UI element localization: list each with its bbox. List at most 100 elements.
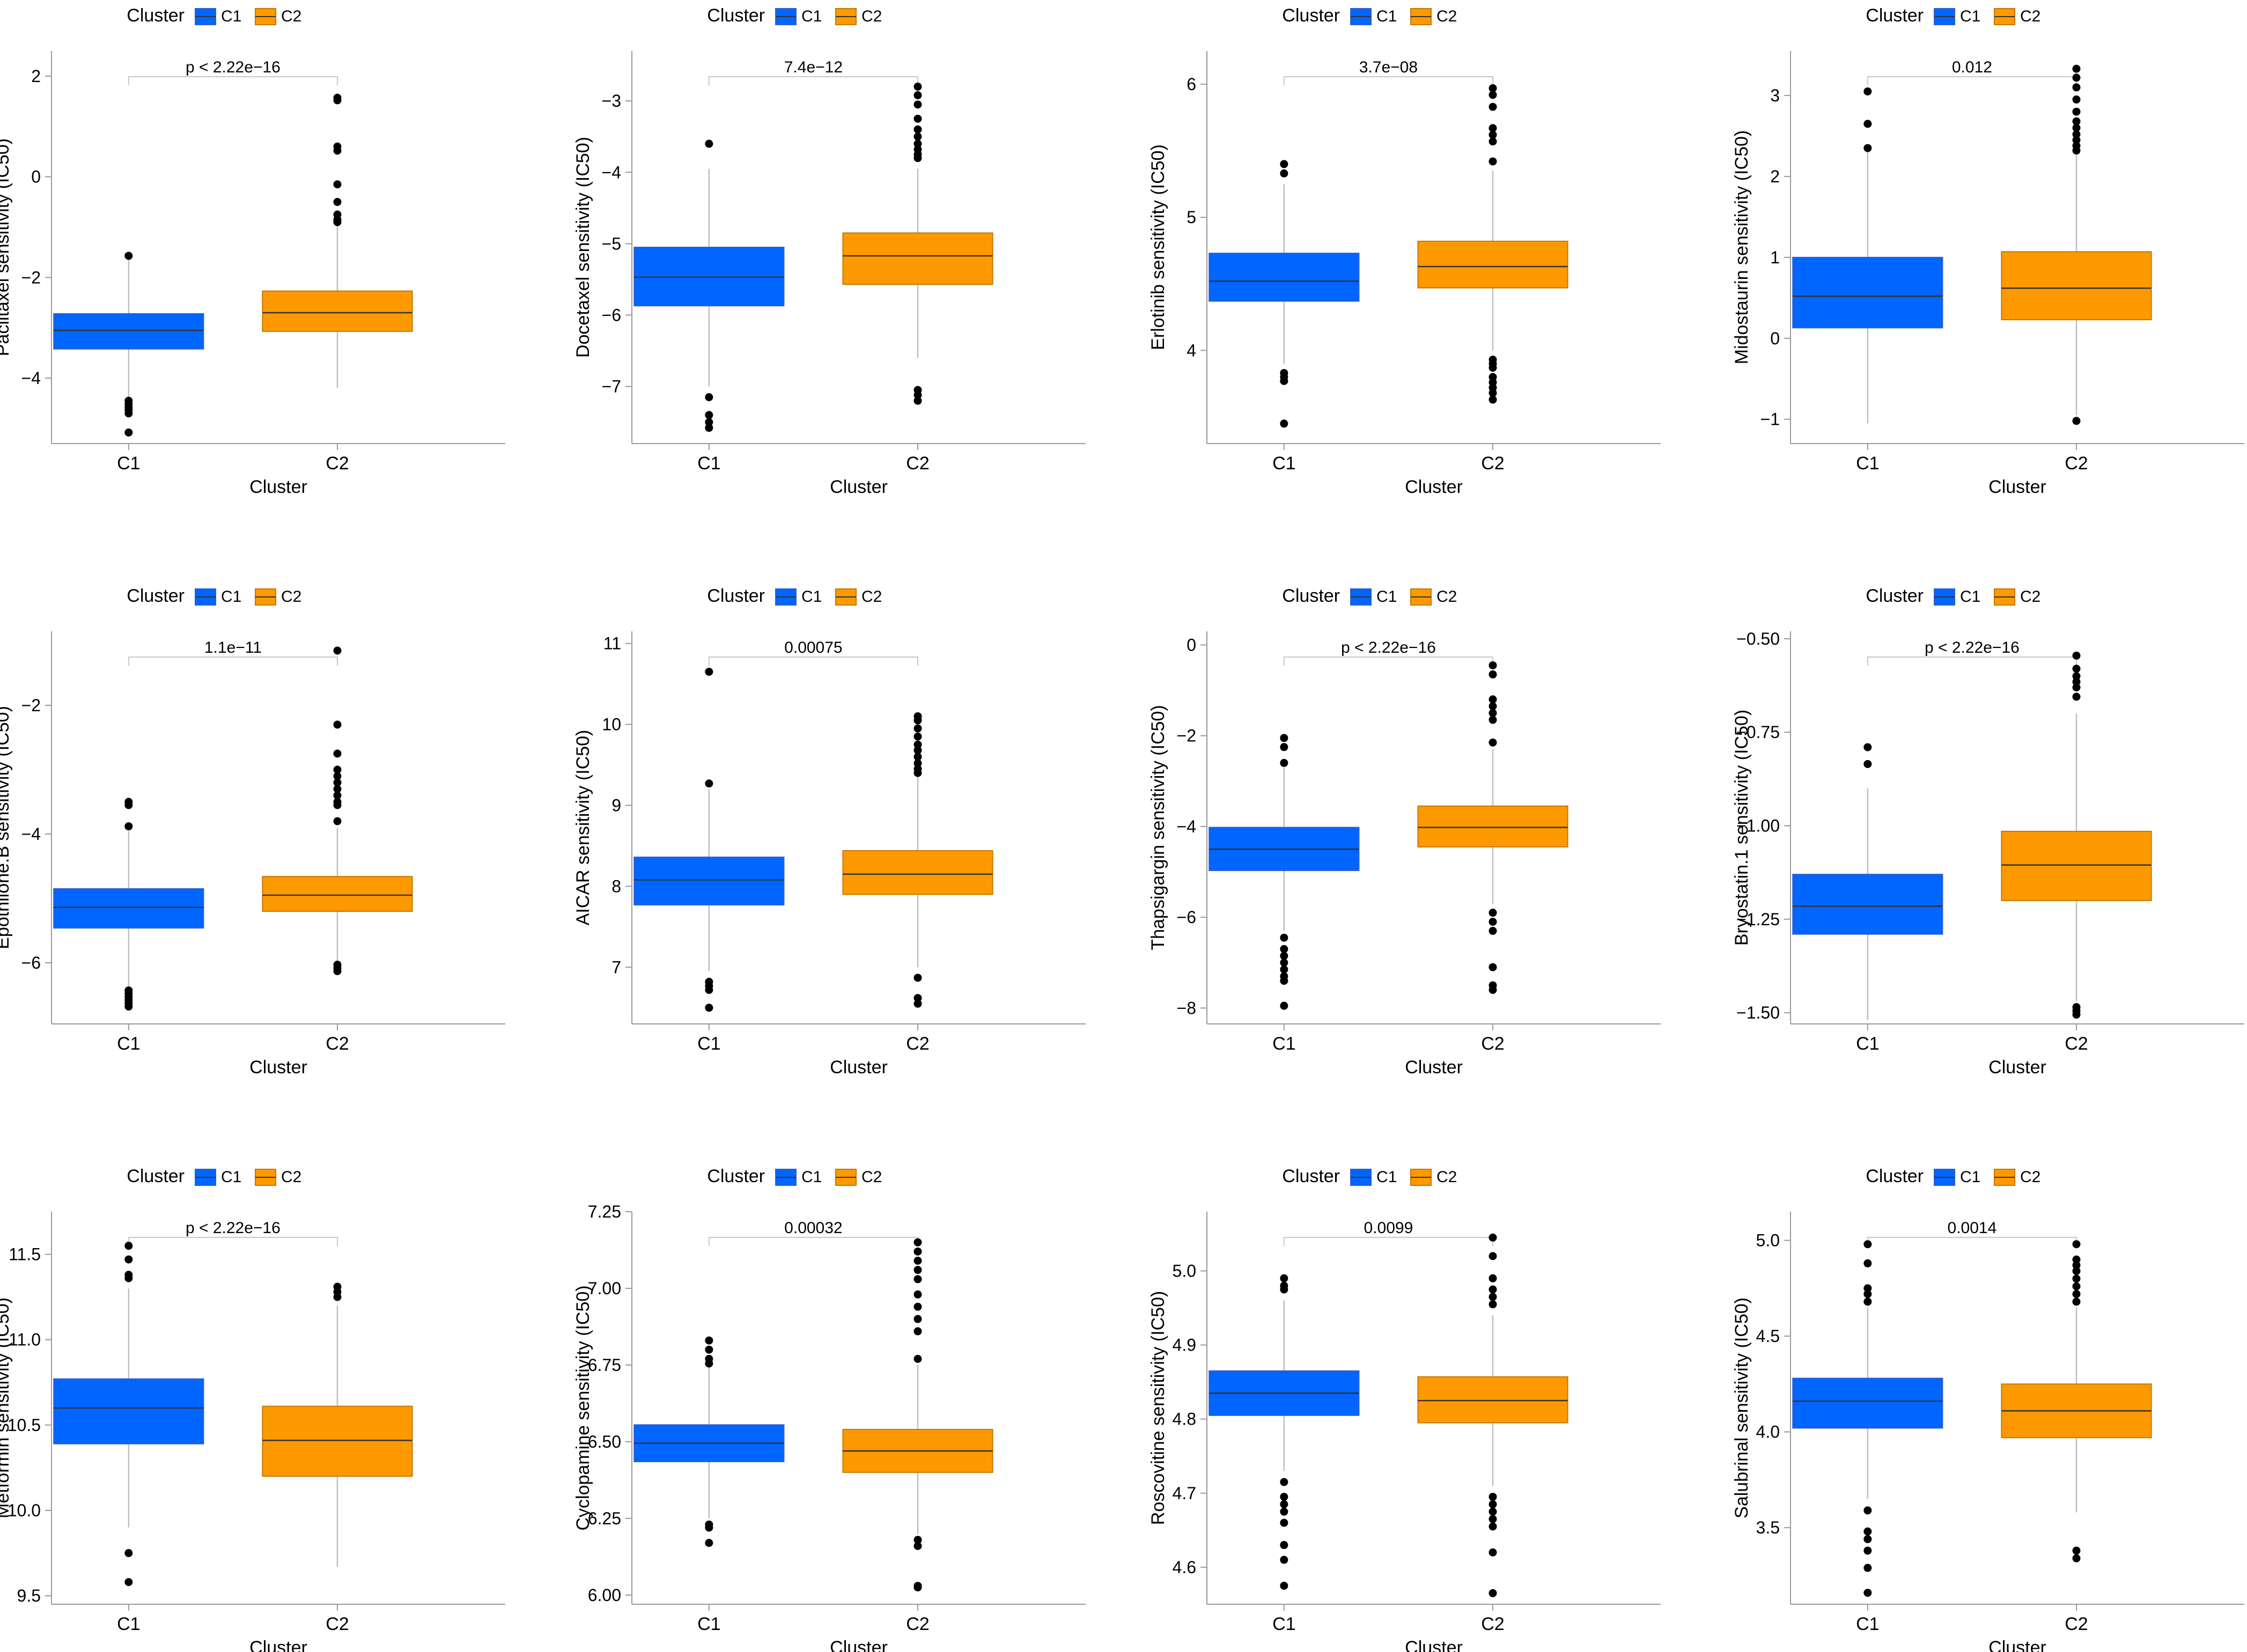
y-tick-label: 4.5 [1756, 1326, 1780, 1346]
outlier-point [1489, 918, 1497, 926]
outlier-point [1489, 963, 1497, 971]
p-value-label: p < 2.22e−16 [1925, 639, 2020, 657]
outlier-point [913, 753, 922, 761]
y-tick-label: 4.7 [1173, 1484, 1196, 1503]
outlier-point [705, 424, 713, 432]
y-tick-label: 7 [612, 957, 621, 977]
legend-key-c1 [1350, 588, 1372, 606]
p-value-label: 0.012 [1952, 58, 1992, 76]
outlier-point [705, 139, 713, 148]
outlier-point [1489, 1589, 1497, 1597]
y-axis-title: Cyclopamine sensitivity (IC50) [573, 1285, 593, 1530]
legend-title: Cluster [1282, 586, 1340, 606]
significance-bracket [1867, 657, 2077, 666]
outlier-point [913, 114, 922, 123]
outlier-point [1280, 169, 1288, 178]
box-c1 [633, 139, 785, 432]
outlier-point [1489, 364, 1497, 372]
legend-label-c2: C2 [861, 1168, 882, 1186]
outlier-point [1489, 661, 1497, 669]
y-tick-label: 0 [1187, 635, 1196, 654]
outlier-point [1489, 130, 1497, 139]
panel-cyclopamine: Cluster C1 C2 6.00 6.25 6.50 6.75 7.00 7.25 C1 C2 C… [573, 1166, 1086, 1652]
outlier-point [2072, 95, 2081, 104]
outlier-point [333, 1293, 342, 1301]
significance-bracket [1867, 1237, 2077, 1246]
y-tick-label: −2 [1177, 726, 1196, 746]
y-tick-label: 2 [1770, 167, 1780, 186]
y-axis-title: Paclitaxel sensitivity (IC50) [0, 138, 13, 356]
legend-key-c2 [1410, 588, 1432, 606]
legend-key-c2 [255, 1169, 276, 1186]
outlier-point [1863, 1240, 1872, 1249]
legend-label-c1: C1 [801, 1168, 822, 1186]
panel-metformin: Cluster C1 C2 9.5 10.0 10.5 11.0 11.5 C1 C2 Cluste… [0, 1166, 505, 1652]
legend-label-c1: C1 [1376, 8, 1397, 25]
box-body [633, 247, 785, 307]
outlier-point [2072, 107, 2081, 116]
legend-label-c2: C2 [1436, 1168, 1457, 1186]
y-tick-label: −4 [1177, 817, 1196, 836]
outlier-point [705, 411, 713, 419]
outlier-point [1863, 743, 1872, 751]
box-body [2001, 830, 2152, 901]
panel-erlotinib: Cluster C1 C2 4 5 6 C1 C2 Cluster Erlotinib sensi… [1148, 5, 1661, 497]
box-c1 [53, 1242, 204, 1587]
outlier-point [913, 1238, 922, 1247]
outlier-point [913, 759, 922, 768]
x-tick-label-c1: C1 [697, 453, 720, 474]
y-tick-label: 1 [1770, 248, 1780, 267]
significance-bracket [1867, 76, 2077, 85]
legend-label-c2: C2 [861, 8, 882, 25]
legend-key-c1 [1934, 588, 1955, 606]
legend-label-c1: C1 [1376, 1168, 1397, 1186]
x-tick-label-c2: C2 [326, 1034, 349, 1054]
outlier-point [913, 1315, 922, 1323]
box-body [1792, 256, 1943, 329]
x-tick-label-c2: C2 [326, 1614, 349, 1634]
outlier-point [913, 716, 922, 725]
y-axis-title: AICAR sensitivity (IC50) [573, 730, 593, 926]
p-value-label: 0.00075 [784, 639, 842, 657]
legend-title: Cluster [1282, 5, 1340, 26]
legend-key-c2 [835, 1169, 857, 1186]
outlier-point [1489, 709, 1497, 717]
panel-salubrinal: Cluster C1 C2 3.5 4.0 4.5 5.0 C1 C2 Cluster Salubr… [1732, 1166, 2244, 1652]
y-tick-label: −0.75 [1736, 722, 1780, 742]
panel-docetaxel: Cluster C1 C2 −7 −6 −5 −4 −3 C1 C2 Cluster Docetaxe… [573, 5, 1086, 497]
outlier-point [2072, 64, 2081, 73]
outlier-point [1489, 124, 1497, 132]
outlier-point [2072, 665, 2081, 673]
outlier-point [913, 132, 922, 141]
x-tick-label-c2: C2 [906, 1034, 929, 1054]
outlier-point [1489, 1252, 1497, 1260]
outlier-point [1489, 1493, 1497, 1501]
y-tick-label: −3 [602, 91, 621, 110]
x-tick-label-c2: C2 [2065, 1034, 2088, 1054]
x-tick-label-c1: C1 [1856, 1034, 1879, 1054]
y-tick-label: −1.50 [1736, 1003, 1780, 1022]
box-c2 [842, 712, 993, 1008]
x-tick-label-c1: C1 [117, 453, 140, 474]
outlier-point [1489, 1515, 1497, 1523]
outlier-point [1863, 1546, 1872, 1555]
outlier-point [2072, 1255, 2081, 1264]
outlier-point [1280, 1274, 1288, 1282]
legend-label-c2: C2 [2020, 1168, 2040, 1186]
outlier-point [913, 1542, 922, 1550]
outlier-point [1863, 759, 1872, 768]
box-c1 [1209, 1274, 1360, 1590]
outlier-point [1489, 389, 1497, 397]
legend-label-c2: C2 [1436, 8, 1457, 25]
y-tick-label: 4.6 [1173, 1558, 1196, 1577]
legend-key-c2 [255, 8, 276, 25]
box-c1 [1209, 160, 1360, 428]
outlier-point [124, 801, 133, 809]
outlier-point [333, 180, 342, 189]
y-tick-label: −1 [1760, 410, 1780, 429]
y-tick-label: −4 [21, 824, 41, 844]
y-axis-title: Docetaxel sensitivity (IC50) [573, 137, 593, 358]
legend-key-c2 [835, 588, 857, 606]
legend-label-c1: C1 [221, 1168, 241, 1186]
legend-key-c1 [195, 588, 216, 606]
